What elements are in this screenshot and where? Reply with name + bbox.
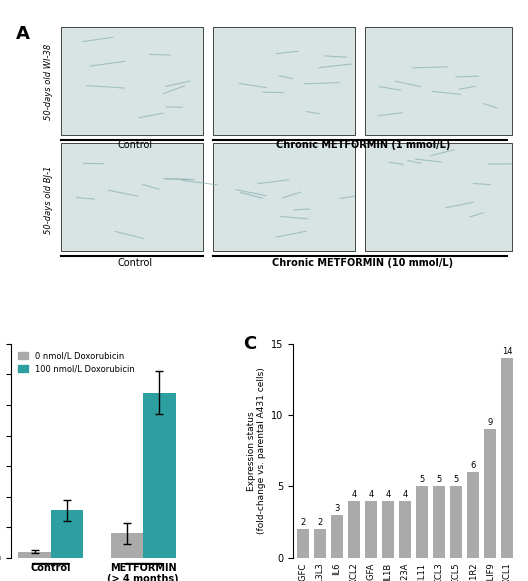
Bar	[143, 393, 175, 558]
Bar	[18, 551, 51, 558]
Text: Chronic METFORMIN (1 mmol/L): Chronic METFORMIN (1 mmol/L)	[276, 141, 450, 150]
Bar	[297, 529, 309, 558]
FancyBboxPatch shape	[213, 143, 355, 251]
Bar	[365, 501, 377, 558]
Bar	[331, 515, 343, 558]
Bar	[382, 501, 394, 558]
Bar	[484, 429, 496, 558]
Bar	[51, 510, 83, 558]
Text: 50-days old BJ-1: 50-days old BJ-1	[44, 165, 53, 234]
FancyBboxPatch shape	[365, 27, 512, 135]
Bar	[467, 472, 479, 558]
Text: C: C	[243, 335, 257, 353]
Bar	[501, 358, 513, 558]
Text: 5: 5	[419, 475, 425, 485]
Text: 6: 6	[470, 461, 476, 470]
FancyBboxPatch shape	[365, 143, 512, 251]
Text: 2: 2	[300, 518, 306, 527]
Text: 5: 5	[454, 475, 459, 485]
Bar	[111, 533, 143, 558]
Text: A: A	[16, 25, 30, 43]
Bar	[314, 529, 326, 558]
Text: 50-days old WI-38: 50-days old WI-38	[44, 43, 53, 120]
Bar	[433, 486, 445, 558]
Bar	[348, 501, 360, 558]
FancyBboxPatch shape	[213, 27, 355, 135]
Text: Chronic METFORMIN (10 mmol/L): Chronic METFORMIN (10 mmol/L)	[272, 259, 454, 268]
Text: 9: 9	[487, 418, 493, 427]
Text: 4: 4	[385, 490, 391, 498]
Bar	[416, 486, 428, 558]
Text: 4: 4	[402, 490, 408, 498]
Text: Control: Control	[117, 259, 152, 268]
Text: 2: 2	[317, 518, 323, 527]
Text: 14: 14	[502, 347, 513, 356]
Text: 3: 3	[334, 504, 340, 513]
Bar	[450, 486, 462, 558]
Text: 4: 4	[352, 490, 356, 498]
Text: 4: 4	[369, 490, 374, 498]
Bar	[399, 501, 411, 558]
Text: 5: 5	[437, 475, 442, 485]
FancyBboxPatch shape	[61, 143, 203, 251]
Legend: 0 nmol/L Doxorubicin, 100 nmol/L Doxorubicin: 0 nmol/L Doxorubicin, 100 nmol/L Doxorub…	[15, 348, 138, 377]
FancyBboxPatch shape	[61, 27, 203, 135]
Y-axis label: Expression status
(fold-change vs. parental A431 cells): Expression status (fold-change vs. paren…	[247, 367, 267, 534]
Text: Control: Control	[117, 141, 152, 150]
